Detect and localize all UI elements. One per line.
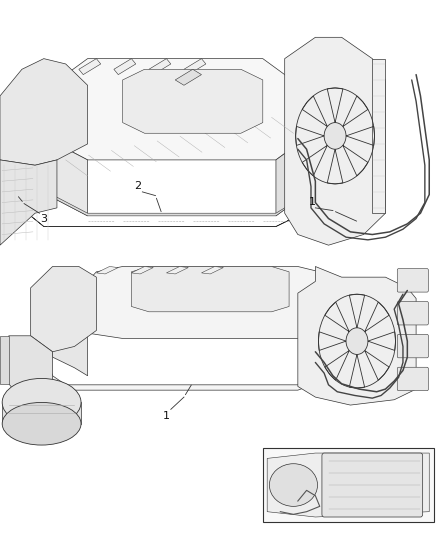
- Polygon shape: [276, 144, 298, 216]
- Text: 2: 2: [134, 181, 141, 191]
- FancyBboxPatch shape: [263, 448, 434, 522]
- Polygon shape: [372, 59, 385, 213]
- FancyBboxPatch shape: [397, 302, 428, 325]
- Ellipse shape: [2, 378, 81, 426]
- Circle shape: [324, 123, 346, 149]
- Polygon shape: [74, 266, 342, 338]
- Polygon shape: [166, 266, 188, 274]
- Polygon shape: [35, 59, 298, 160]
- Polygon shape: [184, 59, 206, 75]
- Ellipse shape: [2, 402, 81, 445]
- Polygon shape: [267, 453, 429, 517]
- Text: 1: 1: [308, 197, 315, 207]
- Polygon shape: [175, 69, 201, 85]
- Polygon shape: [35, 181, 298, 216]
- Polygon shape: [114, 59, 136, 75]
- Polygon shape: [31, 266, 96, 352]
- Polygon shape: [53, 296, 88, 376]
- Polygon shape: [201, 266, 223, 274]
- Polygon shape: [0, 336, 9, 384]
- Polygon shape: [9, 336, 53, 400]
- Polygon shape: [131, 266, 153, 274]
- Text: 3: 3: [40, 214, 47, 224]
- Polygon shape: [149, 59, 171, 75]
- Polygon shape: [123, 69, 263, 133]
- Polygon shape: [298, 266, 416, 405]
- Text: 1: 1: [163, 411, 170, 422]
- FancyBboxPatch shape: [397, 334, 428, 358]
- Polygon shape: [131, 266, 289, 312]
- Polygon shape: [35, 131, 88, 216]
- Polygon shape: [96, 266, 118, 274]
- FancyBboxPatch shape: [397, 367, 428, 391]
- FancyBboxPatch shape: [397, 269, 428, 292]
- Polygon shape: [0, 160, 57, 245]
- Polygon shape: [35, 365, 342, 390]
- Polygon shape: [79, 59, 101, 75]
- Polygon shape: [285, 37, 385, 245]
- FancyBboxPatch shape: [322, 453, 423, 517]
- Polygon shape: [315, 328, 342, 386]
- Polygon shape: [2, 402, 81, 424]
- Ellipse shape: [269, 464, 318, 506]
- Circle shape: [346, 328, 368, 354]
- Polygon shape: [0, 59, 88, 165]
- Polygon shape: [18, 195, 359, 232]
